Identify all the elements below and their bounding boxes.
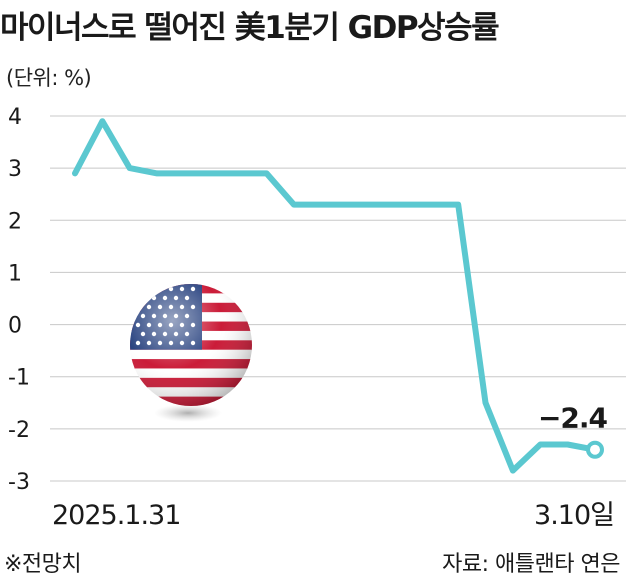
series-line: −2.4 — [72, 118, 609, 474]
flag-star — [135, 286, 141, 292]
y-tick-label: 0 — [8, 314, 22, 339]
y-tick-label: 3 — [8, 157, 22, 182]
flag-star — [140, 295, 146, 301]
footnote-estimate: ※전망치 — [4, 552, 82, 577]
y-tick-label: 1 — [8, 261, 22, 286]
y-tick-label: 2 — [8, 209, 22, 234]
x-tick-label: 3.10일 — [534, 500, 614, 531]
flag-gloss — [130, 284, 252, 406]
flag-shadow — [154, 404, 222, 422]
x-tick-label: 2025.1.31 — [52, 500, 180, 531]
y-tick-label: -2 — [8, 418, 30, 443]
chart-title: 마이너스로 떨어진 美1분기 GDP상승률 — [0, 10, 500, 46]
end-point-marker — [586, 440, 604, 459]
source-credit: 자료: 애틀랜타 연은 — [442, 552, 620, 577]
flag-star — [135, 304, 141, 310]
end-value-label: −2.4 — [538, 402, 608, 435]
flag-star — [157, 286, 163, 292]
series-line-path — [72, 118, 598, 474]
unit-label: (단위: %) — [6, 66, 92, 90]
flag-star — [146, 286, 152, 292]
us-flag-sphere-icon — [130, 284, 252, 422]
y-tick-label: 4 — [8, 105, 22, 130]
y-tick-label: -1 — [8, 366, 30, 391]
x-tick-labels: 2025.1.31 3.10일 — [52, 500, 615, 531]
y-tick-labels: 4 3 2 1 0 -1 -2 -3 — [8, 105, 30, 495]
y-tick-label: -3 — [8, 470, 30, 495]
